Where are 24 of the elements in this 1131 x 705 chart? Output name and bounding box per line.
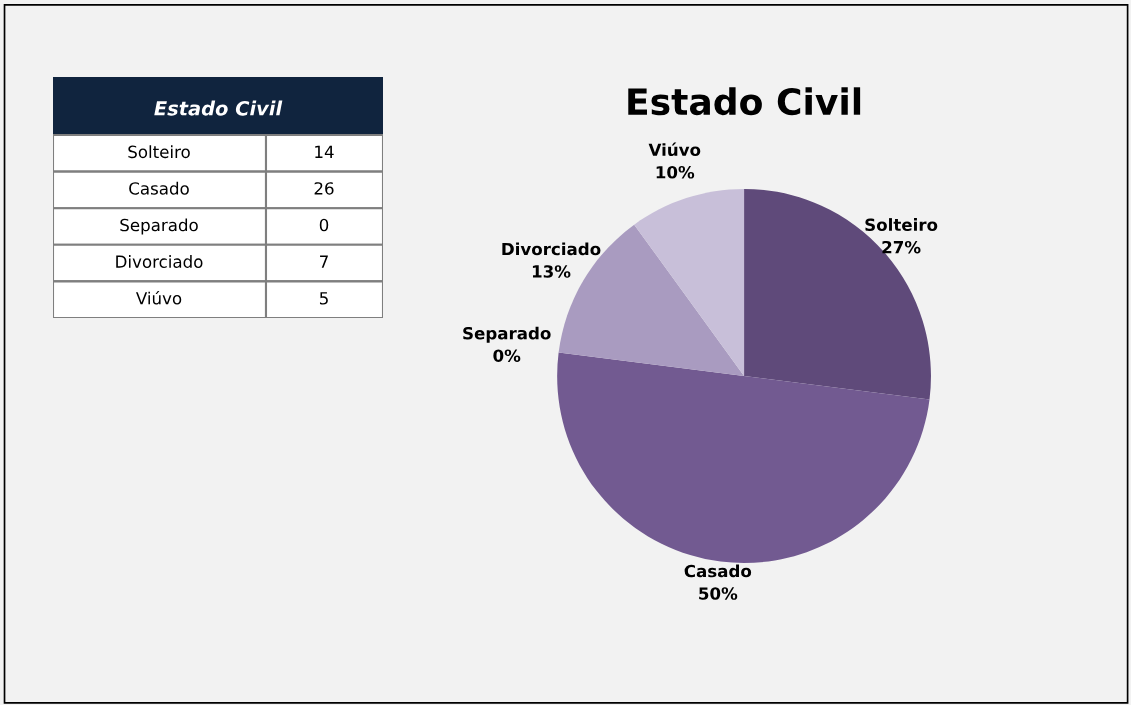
category-label: Solteiro [128,145,190,159]
text: 0% [493,349,521,362]
data-label: 13% [532,265,571,278]
data-label: 50% [699,587,738,600]
slice-label: Casado [684,564,752,578]
data-label: 5 [319,292,328,305]
data-label: 0 [319,218,329,232]
category-label: Separado [120,218,198,235]
data-label: 7 [320,255,328,268]
slice-label: Divorciado [502,242,601,256]
category-label: Casado [129,181,189,195]
chart-title: Estado Civil [628,87,861,116]
pie-slice [634,188,745,376]
data-label: 26 [314,182,334,195]
slice-label: Viúvo [648,142,701,157]
text: Estado Civil [154,100,283,116]
data-label: 27% [882,240,921,254]
category-label: Divorciado [116,255,203,268]
slice-label: Solteiro [865,218,938,232]
data-label: 10% [656,165,695,179]
pie-slice [557,352,930,563]
category-label: Separado [463,326,551,343]
data-label: 14 [315,145,334,158]
category-label: Viúvo [135,290,182,305]
